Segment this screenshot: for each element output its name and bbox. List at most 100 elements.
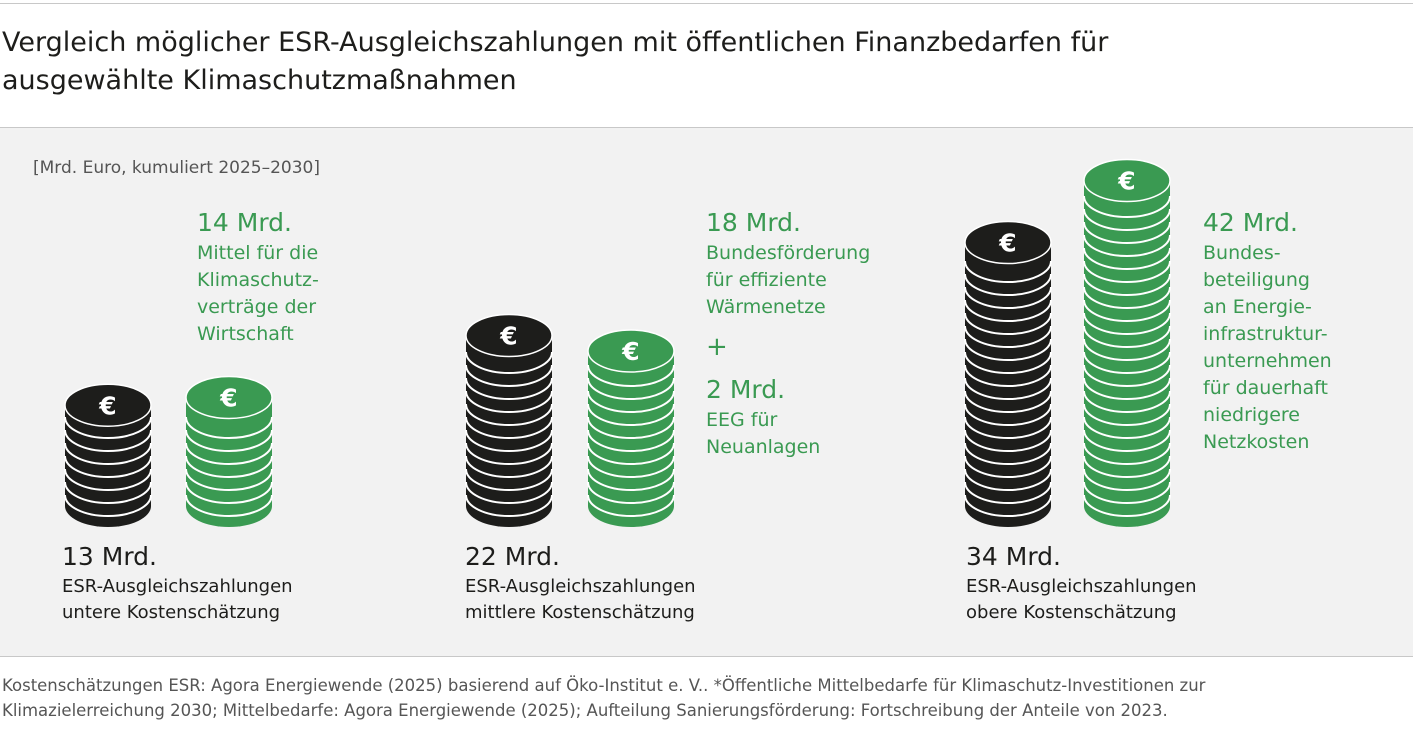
euro-icon: € [219,384,237,413]
stack-bottom [1084,485,1170,527]
esr-value-label-1: 13 Mrd. [62,542,157,571]
coin-edge [964,351,1052,374]
coin-edge [64,455,152,478]
stack-bottom [965,485,1051,527]
coin-edge [1083,481,1171,504]
coin-edge [964,260,1052,283]
coin-edge [64,494,152,517]
public-label-group-2b: 2 Mrd. EEG für Neuanlagen [706,373,820,461]
coin-edge [185,455,273,478]
coin-edge [185,494,273,517]
public-desc-3-line-6: für dauerhaft [1203,377,1328,399]
coin-top [465,313,553,358]
coin-edge [1083,260,1171,283]
euro-icon: € [998,229,1016,258]
esr-coin-stack-3: € [964,220,1052,527]
stack-bottom [588,485,674,527]
coin-edge [587,390,675,413]
title-line-2: ausgewählte Klimaschutzmaßnahmen [2,65,517,96]
coin-edge [587,442,675,465]
coin-top [587,329,675,373]
public-coin-stack-1: € [185,375,273,527]
coin-edge [964,390,1052,413]
esr-desc-1-line-1: ESR-Ausgleichszahlungen [62,576,293,597]
esr-desc-3-line-2: obere Kostenschätzung [966,602,1177,623]
esr-label-group-1: 13 Mrd. ESR-Ausgleichszahlungen untere K… [62,540,293,626]
public-desc-2-line-3: Wärmenetze [706,296,826,318]
coin-edge [1083,195,1171,218]
public-value-label-2b: 2 Mrd. [706,375,786,404]
coin-edge [587,481,675,504]
source-note: Kostenschätzungen ESR: Agora Energiewend… [2,673,1407,723]
title-line-1: Vergleich möglicher ESR-Ausgleichszahlun… [2,27,1109,58]
coin-edge [1083,286,1171,309]
coin-edge [1083,351,1171,374]
esr-label-group-3: 34 Mrd. ESR-Ausgleichszahlungen obere Ko… [966,540,1197,626]
coin-edge [185,442,273,465]
plus-sign: + [706,332,728,362]
coin-edge [1083,468,1171,491]
unit-label: [Mrd. Euro, kumuliert 2025–2030] [33,158,320,178]
coin-edge [587,403,675,426]
coin-edge [964,325,1052,348]
chart-title: Vergleich möglicher ESR-Ausgleichszahlun… [2,24,1402,100]
coin-edge [1083,364,1171,387]
coin-edge [1083,442,1171,465]
coin-edge [185,481,273,504]
public-coin-stack-3: € [1083,158,1171,527]
euro-icon: € [499,322,517,351]
public-desc-3-line-5: unternehmen [1203,350,1332,372]
esr-coin-stack-1: € [64,383,152,527]
coin-edge [465,377,553,400]
coin-edge [465,403,553,426]
esr-desc-2-line-2: mittlere Kostenschätzung [465,602,695,623]
coin-edge [465,481,553,504]
coin-edge [1083,377,1171,400]
coin-edge [1083,403,1171,426]
public-label-group-1: 14 Mrd. Mittel für die Klimaschutz- vert… [197,206,319,348]
coin-edge [587,429,675,452]
coin-edge [1083,221,1171,244]
esr-desc-2-line-1: ESR-Ausgleichszahlungen [465,576,696,597]
coin-edge [587,455,675,478]
coin-edge [185,416,273,439]
public-desc-1-line-1: Mittel für die [197,242,319,264]
public-desc-2b-line-1: EEG für [706,409,778,431]
coin-top [185,375,273,420]
coin-edge [964,455,1052,478]
coin-edge [64,468,152,491]
stack-bottom [466,485,552,527]
coin-top [964,220,1052,265]
coin-edge [1083,299,1171,322]
coin-edge [587,377,675,400]
public-desc-3-line-4: infrastruktur- [1203,323,1328,345]
coin-edge [465,429,553,452]
coin-edge [964,312,1052,335]
coin-edge [465,442,553,465]
coin-edge [1083,455,1171,478]
stack-bottom [65,485,151,527]
public-desc-2-line-2: für effiziente [706,269,827,291]
coin-edge [587,468,675,491]
coin-edge [1083,416,1171,439]
coin-edge [964,377,1052,400]
esr-value-label-3: 34 Mrd. [966,542,1061,571]
stack-body [965,242,1051,506]
esr-desc-3-line-1: ESR-Ausgleichszahlungen [966,576,1197,597]
euro-icon: € [1117,167,1135,196]
coin-edge [964,403,1052,426]
coin-edge [587,494,675,517]
source-line-2: Klimazielerreichung 2030; Mittelbedarfe:… [2,701,1168,720]
public-coin-stack-2: € [587,329,675,527]
coin-edge [1083,273,1171,296]
coin-edge [465,351,553,374]
coin-edge [587,364,675,387]
coin-edge [64,416,152,439]
coin-edge [1083,494,1171,517]
coin-edge [1083,325,1171,348]
stack-bottom [186,485,272,527]
top-rule [0,3,1413,4]
public-desc-3-line-3: an Energie- [1203,296,1312,318]
public-desc-2-line-1: Bundesförderung [706,242,871,264]
coin-edge [1083,390,1171,413]
